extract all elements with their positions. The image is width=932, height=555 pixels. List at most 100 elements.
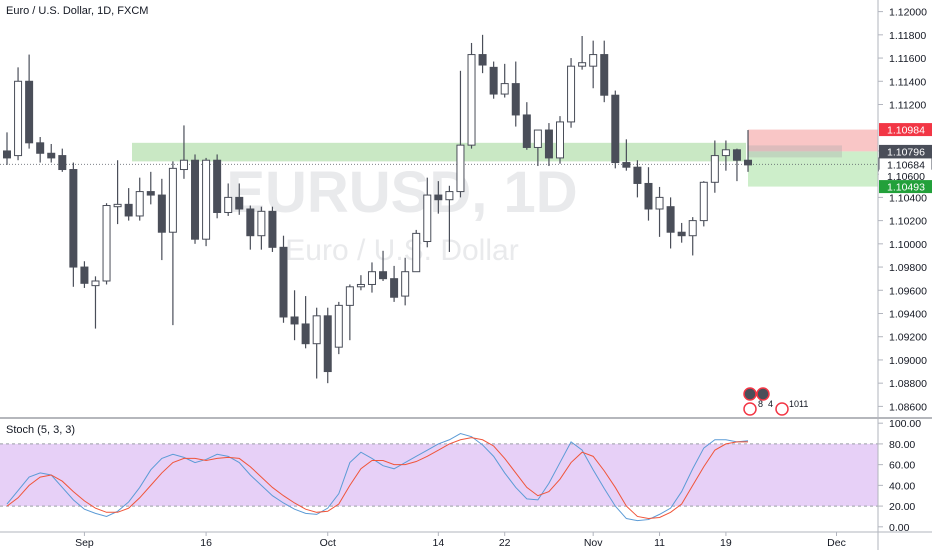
candle[interactable] — [511, 61, 520, 127]
take-profit-zone[interactable] — [748, 151, 878, 187]
candle-body-down — [3, 150, 11, 159]
candle[interactable] — [334, 301, 343, 355]
stop-loss-zone[interactable] — [748, 129, 878, 152]
candle[interactable] — [478, 34, 487, 74]
candle-body-up — [113, 203, 122, 208]
candle[interactable] — [655, 186, 664, 237]
candle[interactable] — [401, 257, 410, 306]
candle-body-down — [323, 315, 332, 373]
candle[interactable] — [25, 54, 34, 149]
candle[interactable] — [533, 129, 542, 167]
candle[interactable] — [600, 40, 609, 103]
candle[interactable] — [367, 262, 376, 293]
candle[interactable] — [522, 102, 531, 150]
candle[interactable] — [191, 154, 200, 244]
candle[interactable] — [423, 177, 432, 248]
candle[interactable] — [69, 162, 78, 287]
candle[interactable] — [80, 261, 89, 288]
candle[interactable] — [268, 206, 277, 252]
support-resistance-zone[interactable] — [132, 142, 746, 162]
candle[interactable] — [279, 235, 288, 323]
candle[interactable] — [257, 206, 266, 250]
target-price-tag[interactable]: 1.10493 — [879, 180, 932, 194]
candle[interactable] — [58, 148, 67, 172]
entry-price-tag[interactable]: 1.10796 — [879, 144, 932, 159]
candle-body-down — [644, 182, 653, 210]
candle[interactable] — [633, 160, 642, 198]
candle[interactable] — [544, 123, 553, 167]
price-tick-label: 1.11600 — [889, 53, 926, 65]
candle[interactable] — [246, 205, 255, 250]
candle-body-down — [69, 169, 78, 268]
candle[interactable] — [390, 265, 399, 302]
candle[interactable] — [168, 161, 177, 326]
candle-body-up — [367, 271, 376, 285]
candle[interactable] — [500, 63, 509, 98]
stoch-k-line[interactable] — [6, 433, 749, 522]
candle[interactable] — [202, 157, 211, 247]
flag-icon[interactable] — [775, 402, 789, 416]
candle[interactable] — [434, 181, 443, 214]
candle[interactable] — [710, 140, 719, 193]
candle[interactable] — [456, 70, 465, 198]
event-marker-icon[interactable] — [756, 387, 770, 401]
candle[interactable] — [379, 250, 388, 281]
candle[interactable] — [744, 130, 753, 172]
candle[interactable] — [578, 35, 587, 70]
candle-body-up — [356, 283, 365, 288]
candle[interactable] — [467, 42, 476, 149]
candle-body-down — [268, 210, 277, 248]
event-marker-icon[interactable] — [743, 387, 757, 401]
candle-body-up — [168, 167, 177, 233]
candle[interactable] — [567, 58, 576, 128]
candle[interactable] — [356, 275, 365, 291]
candle[interactable] — [157, 178, 166, 261]
candle[interactable] — [445, 185, 454, 252]
candle[interactable] — [732, 148, 741, 182]
candle[interactable] — [489, 61, 498, 99]
candle[interactable] — [14, 67, 23, 161]
candle[interactable] — [622, 139, 631, 171]
candle[interactable] — [677, 222, 686, 243]
candle[interactable] — [224, 183, 233, 216]
candle[interactable] — [135, 177, 144, 221]
candle[interactable] — [301, 296, 310, 349]
candle[interactable] — [556, 116, 564, 164]
candle[interactable] — [113, 160, 122, 225]
stoch-d-line[interactable] — [6, 437, 749, 520]
candle[interactable] — [323, 307, 332, 384]
last-price-tag[interactable]: 1.10684 — [878, 157, 932, 172]
candle[interactable] — [124, 188, 133, 221]
candle[interactable] — [235, 183, 244, 215]
candle[interactable] — [102, 203, 111, 285]
candle[interactable] — [589, 40, 598, 89]
chart-title: Euro / U.S. Dollar, 1D, FXCM — [6, 5, 148, 17]
candle[interactable] — [611, 90, 620, 169]
candle[interactable] — [91, 276, 100, 329]
candle[interactable] — [36, 137, 45, 163]
price-tick-label: 1.09600 — [889, 285, 927, 297]
price-tick-label: 1.08800 — [889, 378, 927, 390]
candle-body-up — [567, 65, 576, 123]
candle[interactable] — [345, 284, 354, 341]
candle[interactable] — [179, 125, 188, 179]
candle[interactable] — [47, 143, 56, 163]
candle[interactable] — [290, 290, 299, 341]
event-markers[interactable]: 8 4 10 11 — [743, 387, 808, 416]
candle[interactable] — [3, 132, 11, 165]
candle[interactable] — [721, 140, 730, 171]
candle[interactable] — [644, 167, 653, 221]
candle[interactable] — [666, 197, 675, 249]
candle[interactable] — [412, 229, 421, 273]
stop-price-tag[interactable]: 1.10984 — [879, 123, 932, 137]
candle[interactable] — [688, 217, 697, 256]
candle[interactable] — [312, 307, 321, 379]
flag-icon[interactable] — [743, 402, 757, 416]
candle[interactable] — [146, 171, 155, 205]
candle[interactable] — [699, 181, 708, 227]
position-entry-bar[interactable] — [748, 145, 842, 158]
candle[interactable] — [213, 154, 222, 219]
candle-body-down — [146, 191, 155, 196]
